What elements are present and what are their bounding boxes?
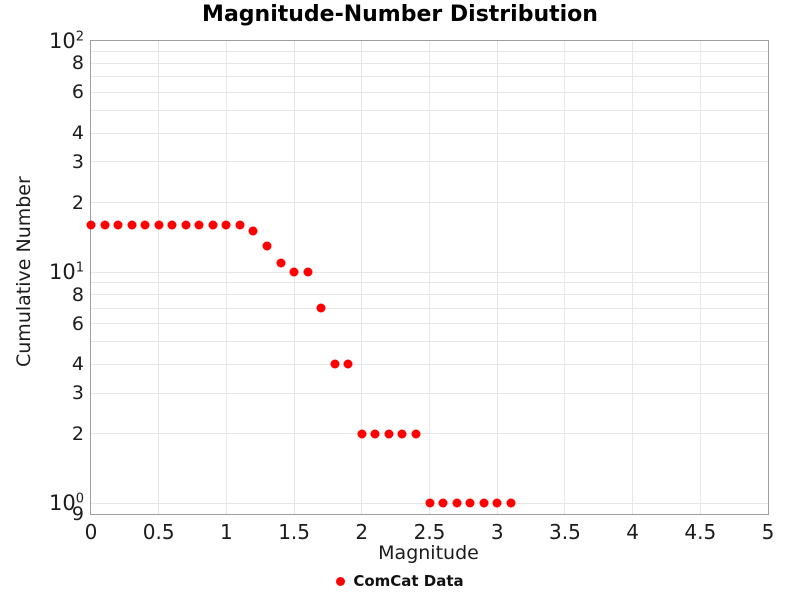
grid-line-vertical (361, 41, 363, 514)
x-tick-label: 3.5 (548, 520, 581, 544)
data-point (127, 220, 137, 230)
data-point (330, 359, 340, 369)
grid-line-horizontal (91, 282, 768, 284)
grid-line-horizontal (91, 433, 768, 435)
data-point (221, 220, 231, 230)
y-tick-label: 8 (71, 283, 84, 306)
y-tick-label: 6 (71, 81, 84, 104)
data-point (154, 220, 164, 230)
chart-title: Magnitude-Number Distribution (202, 2, 598, 27)
grid-line-horizontal (91, 363, 768, 365)
grid-line-horizontal (91, 271, 768, 273)
y-tick-label: 4 (71, 122, 84, 144)
grid-line-horizontal (91, 202, 768, 204)
x-tick-label: 4 (626, 520, 639, 544)
grid-line-vertical (429, 41, 430, 514)
data-point (276, 258, 286, 268)
y-tick-label: 3 (71, 382, 84, 405)
grid-line-vertical (225, 41, 227, 514)
grid-line-horizontal (91, 294, 768, 296)
grid-line-vertical (632, 41, 634, 514)
x-tick-label: 2.5 (413, 520, 446, 544)
data-point (425, 498, 434, 508)
x-tick-label: 2 (355, 520, 369, 544)
grid-line-vertical (699, 41, 701, 514)
data-point (86, 220, 96, 230)
data-point (235, 220, 245, 230)
data-point (113, 220, 123, 230)
x-axis-title: Magnitude (378, 542, 479, 564)
grid-line-horizontal (91, 62, 768, 64)
x-tick-label: 5 (761, 520, 775, 544)
y-tick-label: 2 (71, 191, 84, 214)
data-point (384, 429, 394, 439)
data-point (167, 220, 177, 230)
legend: ComCat Data (0, 572, 800, 590)
grid-line-horizontal (91, 323, 768, 324)
data-point (479, 498, 489, 508)
data-point (397, 429, 407, 439)
data-point (370, 429, 380, 439)
y-axis-title: Cumulative Number (13, 176, 35, 367)
x-tick-label: 1 (220, 520, 233, 544)
grid-line-horizontal (91, 110, 768, 112)
data-point (506, 498, 516, 508)
y-tick-label: 2 (71, 422, 84, 445)
y-tick-label: 8 (71, 52, 84, 75)
plot-area: 0 0.5 1 1.5 2 2.5 3 3.5 4 4.5 5 102 8 6 4 3 2 101 8 6 4 3 2 100… (49, 29, 774, 544)
data-point (140, 220, 150, 230)
x-tick-label: 3 (490, 520, 504, 544)
y-tick-label: 3 (71, 150, 84, 173)
x-tick-label: 0.5 (142, 520, 175, 544)
y-tick-label: 6 (71, 312, 84, 335)
y-tick-label: 100 (48, 491, 84, 516)
grid-line-horizontal (91, 341, 768, 343)
x-tick-label: 4.5 (684, 520, 717, 544)
data-point (316, 303, 326, 313)
grid-line-horizontal (91, 51, 768, 53)
grid-line-horizontal (91, 76, 768, 78)
data-point (465, 498, 475, 508)
data-point (181, 220, 191, 230)
data-point (411, 429, 421, 439)
grid-line-horizontal (91, 132, 768, 134)
data-point (248, 226, 258, 236)
y-tick-label: 4 (71, 353, 84, 376)
data-point (357, 429, 367, 439)
y-tick-label: 102 (48, 29, 84, 53)
grid-line-vertical (564, 41, 566, 514)
grid-line-vertical (158, 41, 160, 514)
grid-line-horizontal (91, 307, 768, 309)
data-point (343, 359, 353, 369)
legend-label: ComCat Data (353, 572, 464, 590)
x-tick-label: 0 (84, 520, 98, 544)
data-point (289, 267, 299, 277)
data-point (194, 220, 204, 230)
data-point (100, 220, 110, 230)
data-point (303, 267, 313, 277)
data-point (438, 498, 448, 508)
grid-line-horizontal (91, 392, 768, 394)
y-tick-label: 9 (71, 503, 84, 525)
data-point (492, 498, 502, 508)
grid-line-vertical (293, 41, 295, 514)
grid-line-horizontal (91, 91, 768, 93)
data-point (208, 220, 218, 230)
legend-marker-icon (336, 576, 346, 586)
y-tick-label: 101 (48, 260, 84, 285)
grid-line-vertical (496, 41, 498, 514)
data-point (452, 498, 462, 508)
grid-line-horizontal (91, 161, 768, 163)
data-point (262, 241, 272, 251)
x-tick-label: 1.5 (278, 520, 310, 544)
